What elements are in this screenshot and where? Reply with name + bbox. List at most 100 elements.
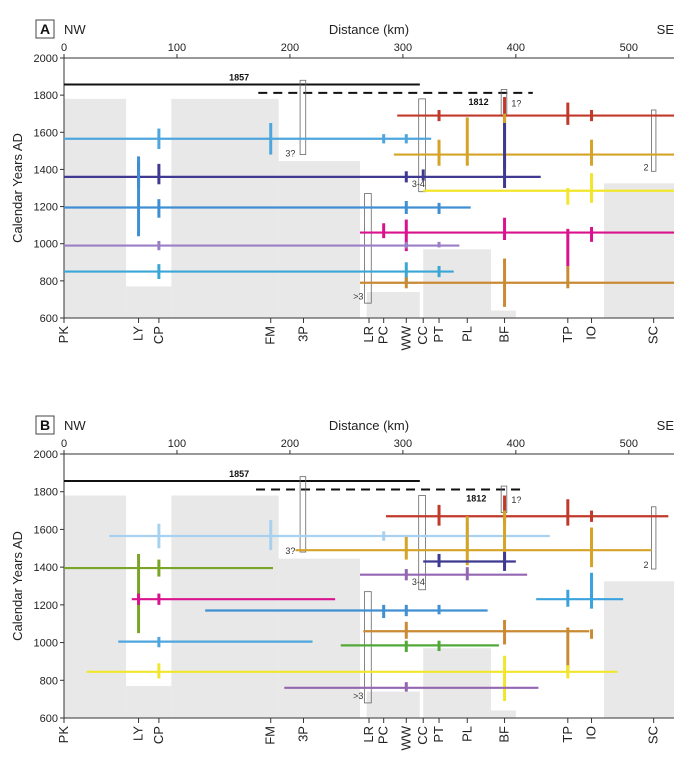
- event-0: [385, 495, 669, 526]
- box-label: >3: [353, 691, 363, 701]
- site-label: BF: [497, 726, 512, 743]
- historical-label: 1857: [229, 73, 249, 83]
- event-5: [64, 156, 471, 237]
- box-label: 1?: [511, 495, 521, 505]
- panel-label: B: [40, 417, 50, 433]
- y-tick-label: 2000: [34, 449, 58, 461]
- event-12: [86, 655, 618, 702]
- direction-left: NW: [64, 418, 86, 433]
- x-axis-title: Distance (km): [329, 22, 409, 37]
- event-2: [393, 113, 674, 168]
- uncertainty-box: [651, 506, 657, 570]
- event-5: [359, 567, 528, 581]
- gap-region: [491, 710, 516, 718]
- uncertainty-box: [418, 495, 426, 591]
- gap-region: [366, 691, 420, 718]
- site-label: SC: [646, 726, 661, 744]
- gap-region: [603, 581, 674, 718]
- event-7: [64, 240, 460, 251]
- site-label: CC: [415, 726, 430, 745]
- site-label: LR: [361, 326, 376, 343]
- gap-region: [171, 495, 279, 718]
- direction-right: SE: [657, 418, 675, 433]
- box-label: 3-4: [412, 179, 425, 189]
- site-label: PT: [431, 326, 446, 343]
- uncertainty-box: [418, 98, 426, 193]
- site-label: PL: [459, 326, 474, 342]
- event-0: [397, 97, 674, 125]
- event-1: [64, 123, 432, 155]
- site-label: BF: [497, 326, 512, 343]
- y-tick-label: 1400: [34, 562, 58, 574]
- y-tick-label: 1000: [34, 638, 58, 650]
- x-tick-label: 400: [507, 438, 525, 450]
- event-9: [359, 258, 674, 307]
- site-label: PK: [56, 726, 71, 744]
- event-2: [295, 510, 652, 568]
- event-7: [536, 572, 624, 609]
- y-tick-label: 1400: [34, 164, 58, 176]
- historical-label: 1857: [229, 469, 249, 479]
- event-8: [205, 604, 488, 619]
- uncertainty-box: [364, 193, 372, 304]
- gap-region: [126, 286, 172, 318]
- box-label: >3: [353, 291, 363, 301]
- y-tick-label: 1000: [34, 239, 58, 251]
- site-label: LY: [131, 726, 146, 741]
- uncertainty-box: [651, 109, 657, 172]
- event-10: [118, 636, 313, 648]
- event-13: [284, 682, 539, 692]
- x-tick-label: 0: [61, 438, 67, 450]
- y-tick-label: 2000: [34, 53, 58, 65]
- event-9: [363, 619, 594, 671]
- gap-region: [491, 310, 516, 318]
- gap-region: [423, 648, 491, 718]
- y-tick-label: 1800: [34, 90, 58, 102]
- box-label: 3?: [285, 546, 295, 556]
- site-label: CP: [151, 726, 166, 744]
- box-label: 2: [644, 560, 649, 570]
- event-6: [131, 593, 336, 605]
- site-label: IO: [584, 726, 599, 740]
- panel-label: A: [40, 21, 50, 37]
- panel-label-box: [35, 19, 55, 39]
- panel-b: 0 100 200 300 400 500 600 800 1000 1200 1400 1600 18…: [10, 415, 675, 751]
- site-label: PT: [431, 726, 446, 743]
- historical-label: 1812: [466, 493, 486, 503]
- site-label: LR: [361, 726, 376, 743]
- uncertainty-box: [364, 591, 372, 704]
- y-axis-title: Calendar Years AD: [10, 531, 25, 641]
- x-tick-label: 0: [61, 42, 67, 54]
- uncertainty-box: [299, 476, 307, 553]
- x-tick-label: 200: [281, 438, 299, 450]
- site-label: 3P: [295, 326, 310, 342]
- y-tick-label: 1600: [34, 127, 58, 139]
- box-label: 2: [644, 162, 649, 172]
- y-tick-label: 800: [40, 276, 58, 288]
- site-label: WW: [398, 325, 413, 350]
- site-label: CP: [151, 326, 166, 344]
- direction-right: SE: [657, 22, 675, 37]
- event-4: [423, 173, 674, 205]
- site-label: CC: [415, 326, 430, 345]
- gap-region: [64, 495, 127, 718]
- panel-a: 0 100 200 300 400 500 600 800 1000 1200 1400 1600 18…: [10, 19, 675, 351]
- box-label: 3-4: [412, 577, 425, 587]
- x-tick-label: 500: [620, 438, 638, 450]
- site-label: PC: [376, 726, 391, 744]
- y-tick-label: 1800: [34, 487, 58, 499]
- site-label: LY: [131, 326, 146, 341]
- panel-label-box: [35, 415, 55, 435]
- x-tick-label: 100: [168, 42, 186, 54]
- gap-region: [366, 292, 420, 318]
- x-tick-label: 100: [168, 438, 186, 450]
- y-tick-label: 600: [40, 713, 58, 725]
- y-axis-title: Calendar Years AD: [10, 133, 25, 243]
- event-6: [359, 217, 674, 266]
- y-tick-label: 1200: [34, 202, 58, 214]
- site-label: PL: [459, 726, 474, 742]
- y-tick-label: 600: [40, 313, 58, 325]
- x-tick-label: 300: [394, 438, 412, 450]
- site-label: WW: [398, 725, 413, 750]
- x-tick-label: 500: [620, 42, 638, 54]
